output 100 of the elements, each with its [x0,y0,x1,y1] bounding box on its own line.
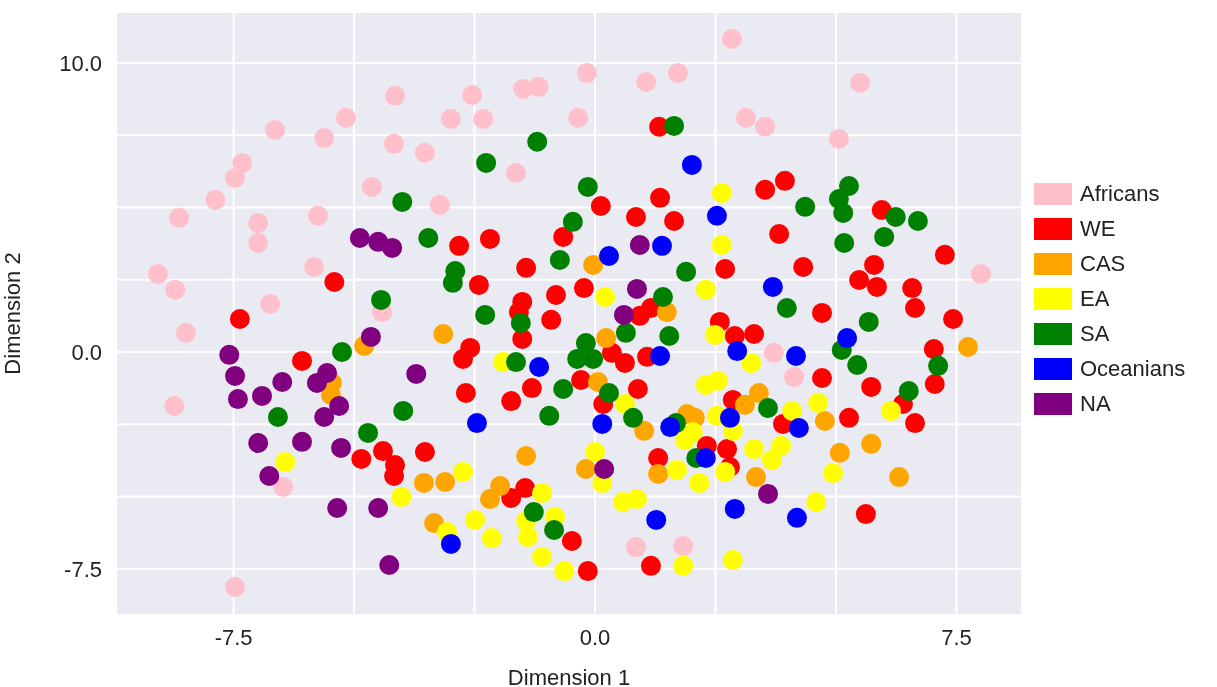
point [440,108,461,129]
point [528,76,549,97]
point [317,363,338,384]
point [225,576,246,597]
point [371,289,392,310]
point [676,261,697,282]
point [695,279,716,300]
point [575,459,596,480]
point [583,254,604,275]
point [706,205,727,226]
legend-label: SA [1080,320,1110,347]
point [225,167,246,188]
point [413,472,434,493]
point [847,354,868,375]
point [595,287,616,308]
point [771,435,792,456]
point [304,256,325,277]
point [724,498,745,519]
point [331,437,352,458]
point [583,348,604,369]
point [260,293,281,314]
point [785,345,806,366]
point [837,328,858,349]
point [722,550,743,571]
point [838,176,859,197]
point [762,276,783,297]
point [719,407,740,428]
point [532,483,553,504]
point [745,467,766,488]
legend-label: CAS [1080,250,1126,277]
x-tick-label: 7.5 [941,624,972,650]
point [219,344,240,365]
point [958,337,979,358]
legend-label: NA [1080,390,1111,417]
point [452,461,473,482]
point [382,237,403,258]
point [734,394,755,415]
point [898,380,919,401]
point [599,245,619,266]
point [440,533,461,554]
point [349,228,370,249]
point [360,326,381,347]
point [414,142,435,163]
point [667,62,688,83]
point [682,422,703,443]
point [475,304,496,325]
point [626,489,647,510]
point [532,546,553,567]
point [314,406,335,427]
point [833,202,854,223]
point [623,407,644,428]
point [267,406,288,427]
point [758,483,779,504]
point [361,176,382,197]
point [368,498,389,519]
point [814,411,835,432]
point [225,365,246,386]
point [664,115,685,136]
point [660,417,681,438]
legend-label: Oceanians [1080,355,1186,382]
point [648,463,669,484]
point [523,502,544,523]
point [481,528,502,549]
point [164,396,185,416]
point [248,213,269,234]
point [169,207,190,228]
point [784,367,805,388]
point [273,476,294,497]
point [850,72,871,93]
point [379,554,400,575]
point [442,272,463,293]
point [596,328,617,349]
point [711,234,732,255]
point [391,487,412,508]
point [880,400,901,421]
point [568,107,589,128]
point [539,405,560,426]
point [806,491,827,512]
point [594,459,615,480]
point [562,211,583,232]
y-axis-title: Dimension 2 [0,252,25,375]
point [576,62,597,83]
legend-label: WE [1080,215,1116,242]
point [715,461,736,482]
point [307,205,328,226]
point [384,133,405,154]
point [615,322,636,343]
point [829,442,850,463]
point [335,107,356,128]
point [650,345,671,366]
point [252,385,273,406]
point [971,263,992,284]
point [479,489,500,510]
point [435,472,456,493]
point [505,163,526,184]
point [721,28,742,49]
point [652,287,673,308]
point [265,119,286,140]
point [744,439,765,460]
point [788,417,809,438]
